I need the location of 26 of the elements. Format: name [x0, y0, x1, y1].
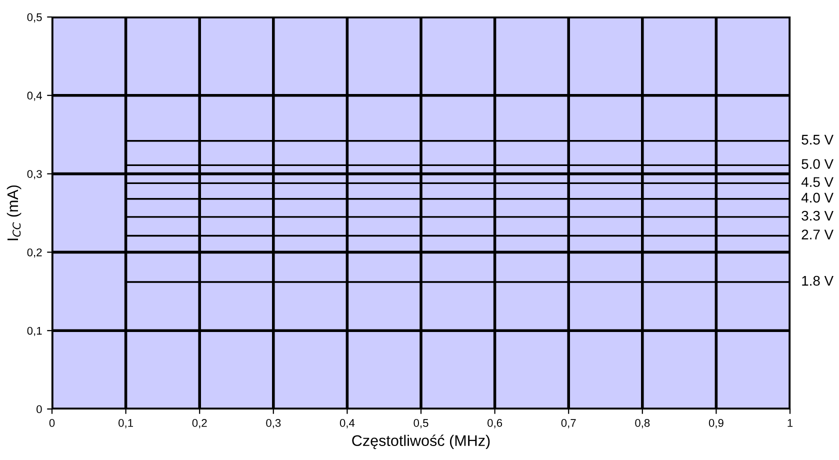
series-label: 4.5 V: [801, 177, 834, 187]
x-tick-label: 0,7: [561, 419, 576, 428]
x-tick-label: 0,2: [192, 419, 207, 428]
y-axis-title: I$_{CC}$ (mA): [6, 185, 22, 240]
y-tick-label: 0: [36, 405, 42, 414]
x-tick-label: 0,6: [488, 419, 502, 428]
series-label: 5.5 V: [802, 134, 834, 145]
x-axis-title: Częstotliwość (MHz): [352, 434, 490, 450]
x-tick-label: 1: [788, 419, 793, 427]
x-tick-label: 0,1: [118, 419, 133, 428]
y-tick-label: 0,1: [27, 326, 42, 336]
series-label: 4.0 V: [801, 192, 834, 203]
y-tick-label: 0,3: [27, 170, 42, 180]
y-tick-label: 0,5: [27, 13, 42, 22]
x-tick-label: 0,9: [708, 419, 724, 428]
series-label: 1.8 V: [802, 276, 834, 286]
x-tick-label: 0,5: [414, 419, 428, 428]
series-label: 2.7 V: [802, 230, 834, 240]
series-label: 5.0 V: [802, 159, 834, 169]
y-tick-label: 0,2: [27, 248, 42, 258]
x-tick-label: 0: [49, 419, 55, 427]
x-tick-label: 0,8: [635, 419, 650, 428]
y-tick-label: 0,4: [27, 92, 42, 101]
series-label: 3.3 V: [802, 210, 834, 221]
x-tick-label: 0,4: [340, 419, 355, 428]
x-tick-label: 0,3: [266, 419, 281, 428]
